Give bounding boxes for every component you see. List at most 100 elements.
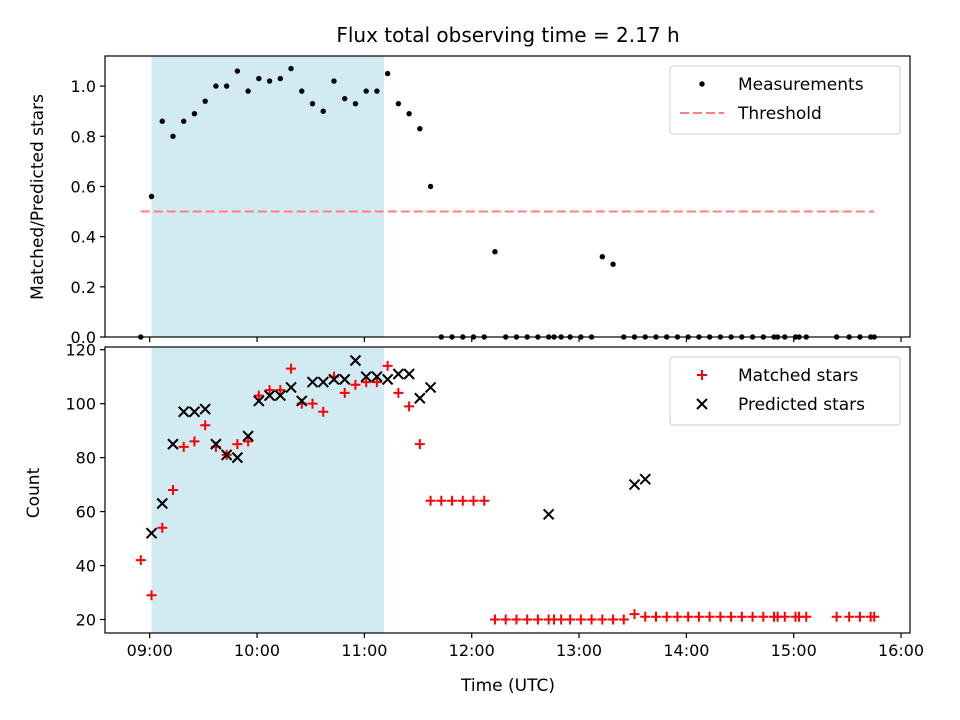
predicted-stars-point [424,381,437,394]
matched-stars-point [747,611,758,622]
measurement-point [492,248,498,255]
y-tick-label: 0.6 [71,177,96,196]
matched-stars-point [629,609,640,620]
predicted-stars-point [145,527,158,539]
predicted-stars-point [542,508,555,520]
bottom-y-axis-label: Count [24,467,44,518]
measurement-point [191,111,198,117]
matched-stars-point [350,379,361,390]
x-tick-label: 09:00 [127,641,173,660]
x-tick-label: 13:00 [556,641,602,660]
matched-stars-point [565,614,576,625]
measurement-point [352,100,359,107]
predicted-stars-point [339,373,351,386]
matched-stars-point [371,377,382,388]
matched-stars-point [157,522,168,533]
x-tick-label: 14:00 [663,641,709,660]
y-tick-label: 0.0 [71,328,96,347]
matched-stars-point [597,614,608,625]
y-tick-label: 0.4 [71,228,96,247]
predicted-stars-point [317,376,329,388]
predicted-stars-point [639,473,651,485]
matched-stars-point [618,614,629,625]
y-tick-label: 1.0 [71,77,96,96]
matched-stars-point [447,495,458,506]
measurement-point [170,133,176,139]
predicted-stars-point [328,373,340,386]
predicted-stars-point [403,368,415,380]
legend-marker [697,370,707,380]
y-tick-label: 100 [65,395,96,414]
matched-stars-point [779,611,790,622]
predicted-stars-point [628,478,641,491]
matched-stars-point [500,614,511,625]
x-tick-label: 10:00 [234,641,280,660]
x-tick-label: 12:00 [449,641,495,660]
y-tick-label: 120 [65,341,96,360]
matched-stars-point [167,485,178,495]
y-tick-label: 80 [76,449,96,468]
top-y-axis-label: Matched/Predicted stars [28,94,48,300]
measurement-point [256,75,262,82]
predicted-stars-point [360,370,372,383]
measurement-point [427,183,434,190]
matched-stars-point [801,611,812,622]
predicted-stars-point [242,430,254,442]
matched-stars-point [393,387,404,398]
measurement-point [202,98,208,104]
y-tick-label: 60 [76,503,96,522]
matched-stars-point [758,611,769,622]
predicted-stars-point [253,395,265,407]
chart-title: Flux total observing time = 2.17 h [336,23,679,47]
matched-stars-point [522,614,533,625]
matched-stars-point [586,614,597,625]
predicted-stars-point [392,368,405,380]
matched-stars-point [264,385,275,396]
measurement-point [384,70,391,77]
measurement-point [331,78,337,84]
measurement-point [277,75,284,82]
predicted-stars-point [156,497,168,510]
legend-marker [699,81,705,87]
measurement-point [342,95,348,102]
matched-stars-point [715,611,726,622]
measurement-point [610,261,616,267]
predicted-stars-point [381,373,394,386]
matched-stars-point [844,611,855,622]
y-tick-label: 0.2 [71,278,96,297]
measurement-point [288,65,294,72]
matched-stars-point [286,363,297,374]
y-tick-label: 0.8 [71,127,96,146]
predicted-stars-point [306,376,319,388]
matched-stars-point [146,590,157,601]
matched-stars-point [189,436,200,447]
matched-stars-point [693,611,704,622]
matched-stars-point [253,390,264,401]
matched-stars-point [556,614,567,625]
matched-stars-point [425,495,436,506]
top-plot-frame [104,55,911,338]
highlight-span [151,56,385,337]
measurement-point [213,83,219,89]
matched-stars-point [650,611,661,622]
predicted-stars-point [188,406,201,418]
predicted-stars-point [414,392,426,404]
predicted-stars-point [178,406,190,418]
legend-label: Threshold [737,104,822,124]
predicted-stars-point [167,438,179,450]
matched-stars-point [135,555,146,566]
matched-stars-point [831,611,842,622]
matched-stars-point [575,614,586,625]
matched-stars-point [178,441,189,452]
matched-stars-point [382,360,393,371]
matched-stars-point [361,377,372,388]
matched-stars-point [468,495,479,506]
matched-stars-point [318,406,329,417]
matched-stars-point [854,611,865,622]
predicted-stars-point [220,449,233,461]
predicted-stars-point [231,451,244,464]
matched-stars-point [232,439,243,450]
measurement-point [299,88,305,94]
y-tick-label: 40 [76,557,96,576]
